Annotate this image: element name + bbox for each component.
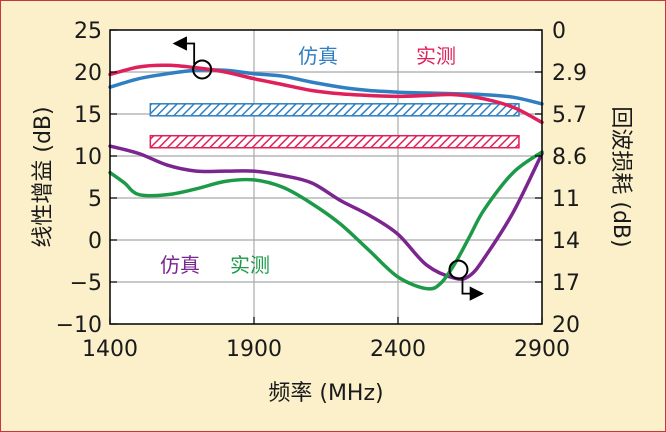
y-tick-label: 0 [88, 229, 102, 254]
series-line-return-sim [108, 144, 544, 281]
series-lines [108, 63, 544, 291]
y-tick-label: 5 [88, 187, 102, 212]
x-tick-label: 2400 [370, 337, 426, 362]
legend-gain-meas: 实测 [416, 44, 456, 68]
legend-return-meas: 实测 [230, 253, 270, 277]
annotation-arrow-left [172, 36, 196, 65]
plot-border [109, 29, 543, 325]
x-axis-label: 频率 (MHz) [268, 381, 383, 406]
y2-tick-label: 14 [552, 229, 580, 254]
band-bar-meas [149, 134, 520, 149]
legend-return-sim: 仿真 [160, 253, 200, 277]
x-tick-label: 2900 [514, 337, 570, 362]
y-tick-label: 15 [74, 103, 102, 128]
series-line-gain-meas [108, 63, 544, 125]
y2-tick-label: 8.6 [552, 145, 587, 170]
y-tick-label: 10 [74, 145, 102, 170]
x-tick-label: 1900 [226, 337, 282, 362]
series-line-gain-sim [108, 68, 544, 106]
y2-tick-label: 5.7 [552, 103, 587, 128]
y-tick-label: −10 [56, 313, 102, 338]
annotation-arrow-right [461, 277, 485, 301]
y-axis-right-ticks: 0 2.9 5.7 8.6 11 14 17 20 [535, 19, 587, 338]
series-line-return-meas [108, 150, 544, 291]
y-axis-right-label: 回波损耗 (dB) [608, 106, 633, 247]
y-tick-label: 25 [74, 19, 102, 44]
y2-tick-label: 2.9 [552, 61, 587, 86]
y-tick-label: −5 [70, 271, 102, 296]
annotation-circle [192, 59, 213, 80]
y2-tick-label: 20 [552, 313, 580, 338]
x-axis-ticks: 1400 1900 2400 2900 [82, 317, 570, 362]
y2-tick-label: 0 [552, 19, 566, 44]
annotation-circle [448, 259, 469, 280]
y-tick-label: 20 [74, 61, 102, 86]
legend-gain-sim: 仿真 [298, 44, 338, 68]
y2-tick-label: 17 [552, 271, 580, 296]
x-tick-label: 1400 [82, 337, 138, 362]
band-bar-sim [149, 103, 520, 117]
annotations [172, 36, 485, 301]
y-axis-left-label: 线性增益 (dB) [31, 106, 56, 247]
y2-tick-label: 11 [552, 187, 580, 212]
y-axis-left-ticks: 25 20 15 10 5 0 −5 −10 [56, 19, 117, 338]
